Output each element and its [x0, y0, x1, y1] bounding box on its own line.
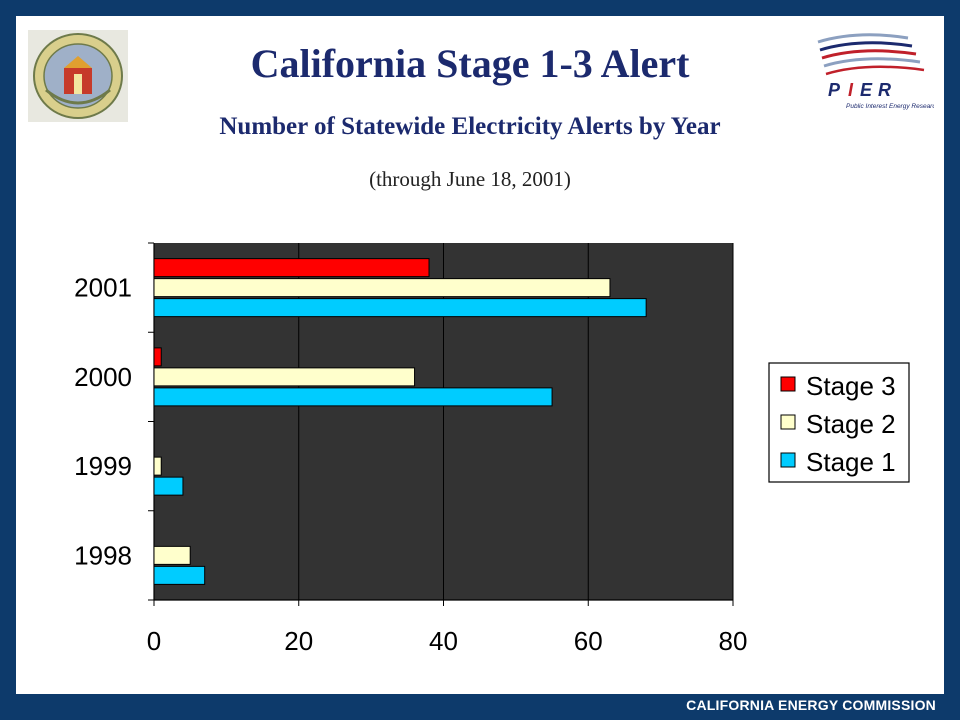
footer-text: CALIFORNIA ENERGY COMMISSION: [686, 697, 936, 713]
bar: [153, 456, 162, 476]
legend-swatch: [780, 376, 796, 392]
bar: [153, 367, 416, 387]
bar: [153, 476, 184, 496]
svg-text:E: E: [860, 80, 873, 100]
legend-swatch: [780, 452, 796, 468]
svg-text:Public Interest Energy Researc: Public Interest Energy Research: [846, 103, 934, 110]
chart-subtitle: Number of Statewide Electricity Alerts b…: [219, 113, 721, 140]
svg-text:P: P: [828, 80, 841, 100]
y-tick-label: 2001: [74, 273, 132, 303]
legend-label: Stage 1: [806, 447, 896, 477]
date-note: (through June 18, 2001): [369, 167, 571, 191]
y-tick-label: 1998: [74, 540, 132, 570]
page-title: California Stage 1-3 Alert: [250, 41, 690, 86]
bar: [153, 387, 553, 407]
bar: [153, 258, 430, 278]
bar: [153, 565, 206, 585]
y-tick-label: 1999: [74, 451, 132, 481]
x-tick-label: 0: [147, 626, 161, 656]
legend-label: Stage 3: [806, 371, 896, 401]
bar: [153, 545, 191, 565]
x-tick-label: 80: [719, 626, 748, 656]
legend-label: Stage 2: [806, 409, 896, 439]
bar: [153, 298, 647, 318]
seal-logo: [28, 30, 128, 122]
svg-text:I: I: [848, 80, 854, 100]
pier-logo: P I E R Public Interest Energy Research: [817, 33, 934, 110]
y-tick-label: 2000: [74, 362, 132, 392]
x-tick-label: 20: [284, 626, 313, 656]
legend-swatch: [780, 414, 796, 430]
bar: [153, 347, 162, 367]
x-tick-label: 60: [574, 626, 603, 656]
svg-text:R: R: [878, 80, 891, 100]
bar: [153, 278, 611, 298]
x-tick-label: 40: [429, 626, 458, 656]
